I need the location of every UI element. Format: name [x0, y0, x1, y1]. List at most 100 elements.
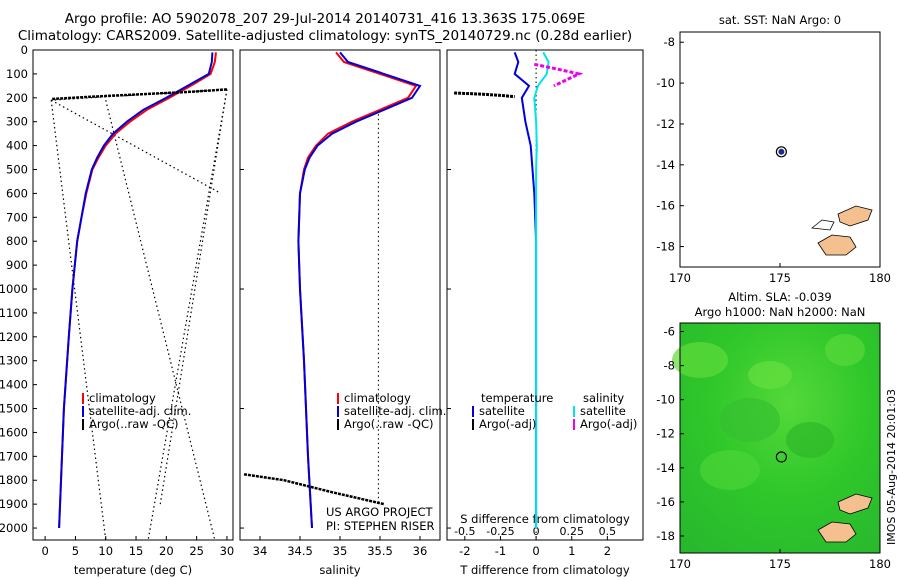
salinity-x-tick-label: 35 [333, 544, 348, 558]
island-shape [837, 205, 873, 227]
legend-satellite: satellite-adj. clim. [89, 404, 191, 418]
latitude-tick-label: -18 [656, 240, 675, 254]
difference-panel: -2 -1 0 1 2 -0.5 -0.25 0 0.25 0.5S difference fro… [446, 49, 644, 577]
depth-tick-label: 1100 [0, 306, 28, 320]
depth-tick-label: 600 [6, 186, 28, 200]
depth-tick-label: 700 [6, 210, 28, 224]
t-difference-tick-label: -2 [459, 544, 470, 558]
temperature-x-tick-label: 15 [129, 544, 144, 558]
depth-tick-label: 800 [6, 234, 28, 248]
depth-tick-label: 300 [6, 115, 28, 129]
reference-dotted-line [159, 89, 228, 505]
legend-temperature-argo: Argo(-adj) [479, 417, 536, 431]
longitude-tick-label: 170 [669, 271, 691, 285]
sst-map-title: sat. SST: NaN Argo: 0 [719, 13, 841, 27]
s-difference-axis-label: S difference from climatology [460, 512, 630, 526]
salinity-x-tick-label: 34.5 [287, 544, 313, 558]
s-difference-tick-label: 0 [533, 525, 540, 538]
sst-map-panel: sat. SST: NaN Argo: 0 170 175 180 -8 -10 -12 -1… [656, 13, 891, 285]
legend-argo: Argo(..raw -QC) [89, 417, 179, 431]
reference-dotted-line [50, 99, 222, 194]
argo-position-marker [775, 451, 787, 463]
sla-blob [786, 422, 834, 458]
legend-satellite: satellite-adj. clim. [344, 404, 446, 418]
legend-argo: Argo(..raw -QC) [344, 417, 434, 431]
depth-tick-label: 2000 [0, 521, 28, 535]
axes-frame [32, 49, 234, 541]
longitude-tick-label: 175 [769, 557, 791, 571]
depth-tick-label: 500 [6, 163, 28, 177]
s-difference-tick-label: -0.25 [486, 525, 514, 538]
temperature-x-tick-label: 10 [98, 544, 113, 558]
depth-tick-label: 400 [6, 139, 28, 153]
depth-tick-label: 200 [6, 91, 28, 105]
satellite-salinity-difference-line [533, 51, 550, 528]
sla-blob [720, 398, 780, 442]
sla-blob [825, 334, 865, 366]
latitude-tick-label: -8 [664, 359, 675, 373]
latitude-tick-label: -10 [656, 393, 675, 407]
reference-dotted-line [50, 100, 107, 541]
salinity-x-tick-label: 34 [253, 544, 268, 558]
temperature-x-tick-label: 30 [220, 544, 235, 558]
island-shape [817, 521, 857, 543]
longitude-tick-label: 180 [869, 271, 891, 285]
depth-tick-label: 0 [21, 43, 28, 57]
sla-map-subtitle: Argo h1000: NaN h2000: NaN [695, 305, 866, 319]
latitude-tick-label: -16 [656, 495, 675, 509]
temperature-x-tick-label: 5 [72, 544, 79, 558]
axes-frame [446, 49, 644, 541]
temperature-x-tick-label: 20 [159, 544, 174, 558]
legend-salinity-argo: Argo(-adj) [580, 417, 637, 431]
legend-header-temperature: temperature [481, 391, 553, 405]
longitude-tick-label: 180 [869, 557, 891, 571]
legend-climatology: climatology [344, 391, 411, 405]
legend-climatology: climatology [89, 391, 156, 405]
axes-frame [239, 49, 441, 541]
latitude-tick-label: -6 [664, 325, 675, 339]
latitude-tick-label: -14 [656, 158, 675, 172]
salinity-x-tick-label: 35.5 [367, 544, 393, 558]
temperature-x-tick-label: 25 [189, 544, 204, 558]
latitude-tick-label: -18 [656, 529, 675, 543]
island-shape [817, 234, 857, 256]
reference-dotted-line [105, 100, 216, 541]
depth-tick-label: 1200 [0, 330, 28, 344]
latitude-tick-label: -8 [664, 35, 675, 49]
t-difference-tick-label: 0 [532, 544, 539, 558]
header-line-2: Climatology: CARS2009. Satellite-adjuste… [17, 28, 633, 44]
island-shape [810, 219, 835, 231]
salinity-axis-label: salinity [319, 563, 360, 577]
latitude-tick-label: -10 [656, 76, 675, 90]
legend-temperature-satellite: satellite [479, 404, 525, 418]
argo-salinity-line [243, 473, 385, 506]
depth-tick-label: 1400 [0, 378, 28, 392]
t-difference-tick-label: 1 [568, 544, 575, 558]
climatology-salinity-line [297, 51, 418, 529]
depth-tick-label: 900 [6, 258, 28, 272]
longitude-tick-label: 175 [769, 271, 791, 285]
depth-tick-label: 1500 [0, 402, 28, 416]
sla-blob [672, 342, 728, 378]
temperature-axis-label: temperature (deg C) [74, 563, 192, 577]
depth-tick-label: 1000 [0, 282, 28, 296]
sla-blob [748, 361, 792, 389]
latitude-tick-label: -14 [656, 461, 675, 475]
salinity-panel: 34 34.5 35 35.5 36 climatologysatellite-adj. … [239, 49, 446, 577]
island-shape [837, 493, 873, 515]
t-difference-axis-label: T difference from climatology [459, 563, 630, 577]
depth-tick-label: 1900 [0, 497, 28, 511]
latitude-tick-label: -12 [656, 117, 675, 131]
argo-position-dot [778, 148, 785, 155]
longitude-tick-label: 170 [669, 557, 691, 571]
pi-annotation: PI: STEPHEN RISER [326, 519, 435, 533]
reference-dotted-line [147, 89, 228, 541]
s-difference-tick-label: 0.5 [599, 525, 617, 538]
climatology-temperature-line [58, 52, 217, 529]
t-difference-tick-label: 2 [604, 544, 611, 558]
depth-tick-label: 1700 [0, 449, 28, 463]
satellite-salinity-line [297, 51, 422, 529]
salinity-x-tick-label: 36 [413, 544, 428, 558]
